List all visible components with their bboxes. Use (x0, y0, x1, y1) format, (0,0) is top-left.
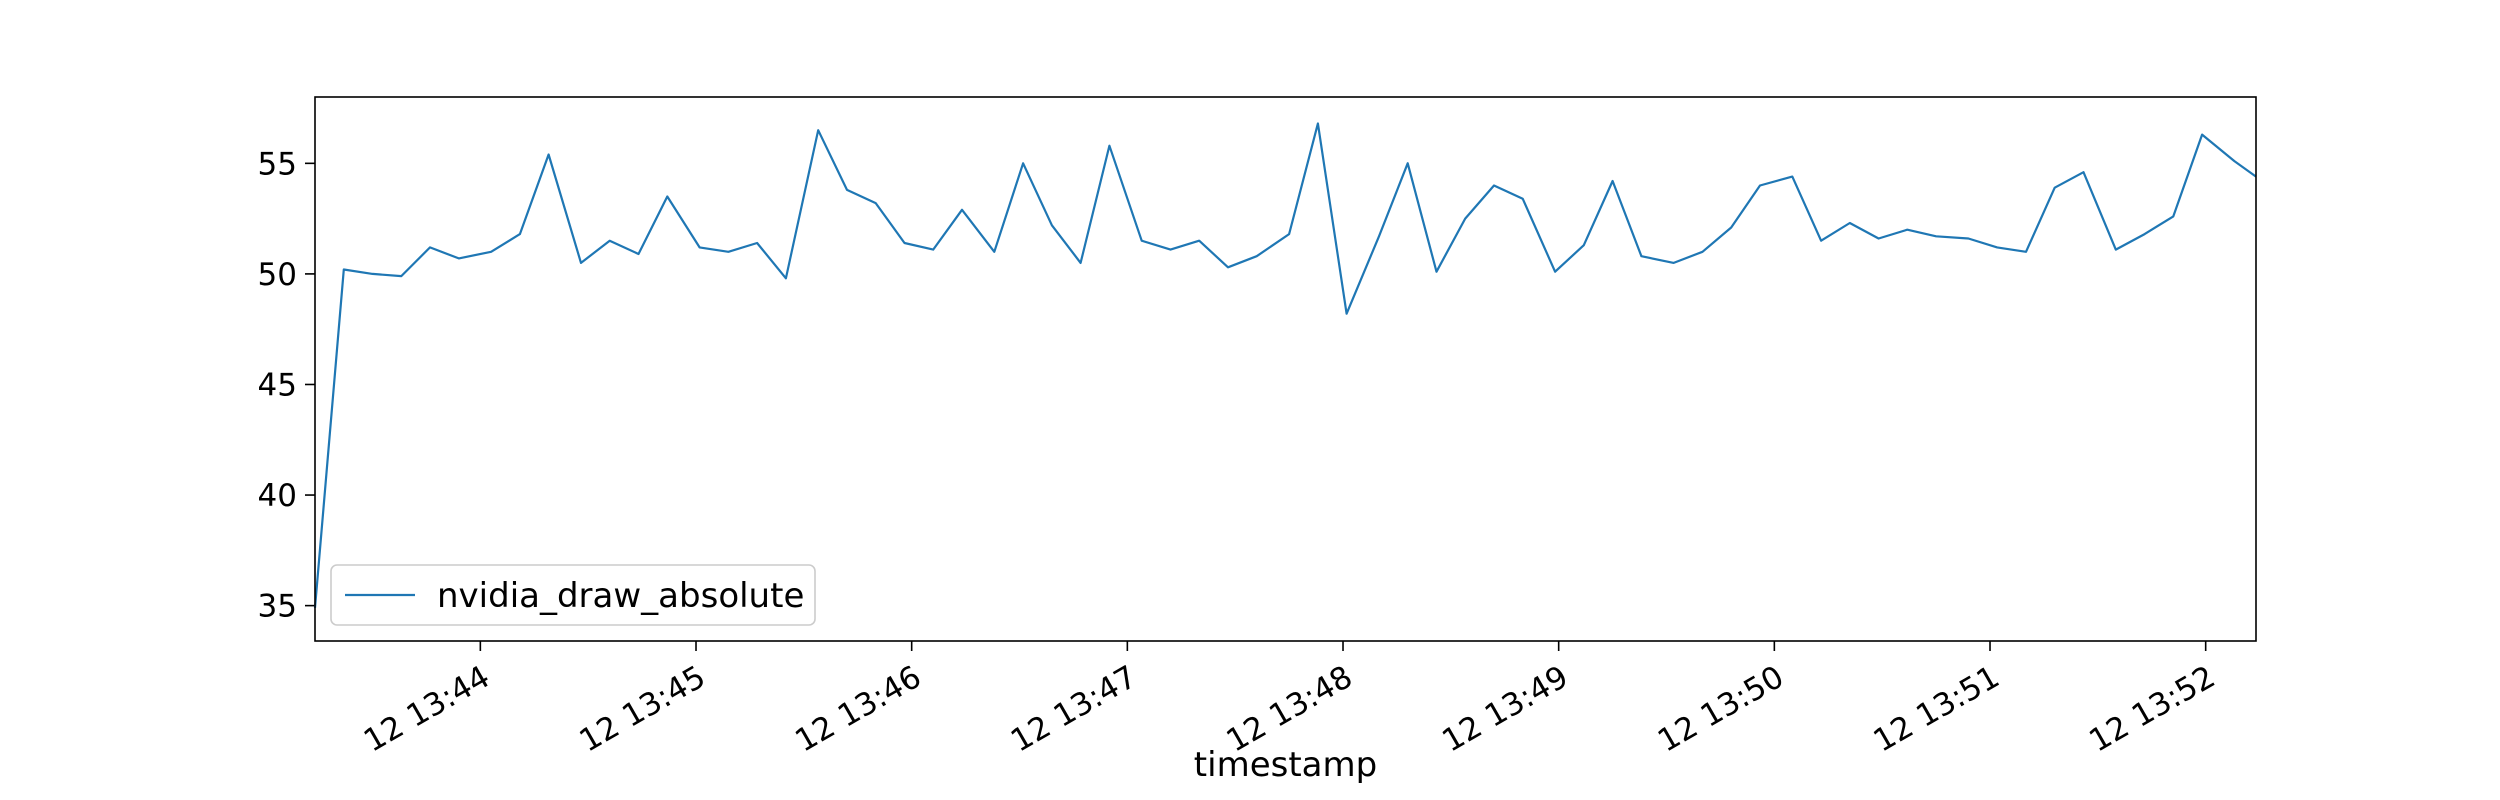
legend: nvidia_draw_absolute (330, 564, 816, 626)
x-tick-label: 12 13:50 (1652, 659, 1790, 759)
x-tick-label: 12 13:47 (1005, 659, 1143, 759)
series-line (313, 122, 2257, 608)
y-tick-label: 50 (258, 257, 297, 293)
y-axis-ticks: 35 40 45 50 55 (258, 146, 315, 625)
y-tick-label: 45 (258, 367, 297, 403)
y-tick-label: 40 (258, 478, 297, 514)
x-tick-label: 12 13:52 (2083, 659, 2221, 759)
legend-frame (330, 564, 816, 626)
x-tick-label: 12 13:46 (789, 659, 927, 759)
x-axis-title: timestamp (1194, 745, 1377, 785)
x-tick-label: 12 13:45 (574, 659, 712, 759)
x-tick-label: 12 13:51 (1868, 659, 2006, 759)
x-tick-label: 12 13:49 (1436, 659, 1574, 759)
x-axis-ticks: 12 13:44 12 13:45 12 13:46 12 13:47 12 13:48… (358, 641, 2221, 759)
legend-label: nvidia_draw_absolute (437, 576, 804, 616)
y-tick-label: 55 (258, 146, 297, 182)
y-tick-label: 35 (258, 589, 297, 625)
series-lines (313, 122, 2257, 608)
plot-frame (314, 96, 2257, 642)
x-tick-label: 12 13:44 (358, 659, 496, 759)
